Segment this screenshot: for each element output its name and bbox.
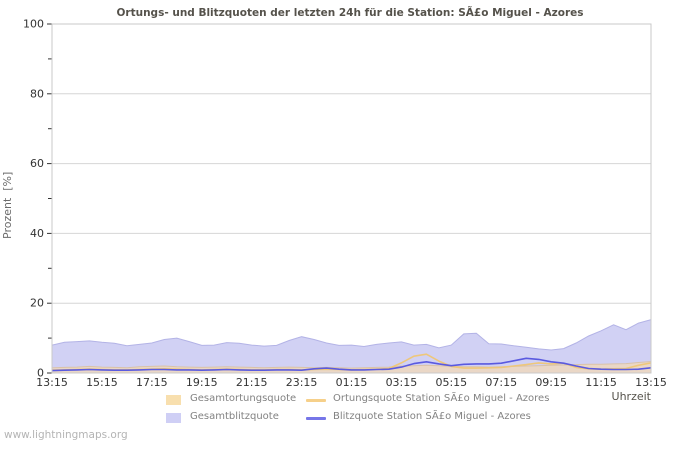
y-tick-label: 80 [30, 87, 44, 100]
x-tick-label: 19:15 [186, 376, 218, 389]
x-axis-title: Uhrzeit [611, 390, 651, 403]
x-tick-label: 13:15 [635, 376, 667, 389]
legend-swatch-ortungsquote-station [306, 399, 326, 402]
plot-border [51, 23, 652, 374]
x-tick-label: 17:15 [136, 376, 168, 389]
legend-swatch-gesamtblitzquote [166, 413, 181, 423]
x-tick-label: 23:15 [286, 376, 318, 389]
x-tick-label: 21:15 [236, 376, 268, 389]
x-tick-label: 05:15 [435, 376, 467, 389]
series-area-1 [51, 318, 652, 374]
x-tick-label: 03:15 [386, 376, 418, 389]
x-tick-label: 13:15 [36, 376, 68, 389]
watermark-link[interactable]: www.lightningmaps.org [4, 429, 128, 441]
legend-label-gesamtblitzquote: Gesamtblitzquote [190, 411, 279, 422]
y-tick-label: 100 [23, 18, 44, 31]
y-tick-label: 20 [30, 297, 44, 310]
y-tick-label: 0 [37, 367, 44, 380]
y-axis-title: Prozent [%] [1, 171, 14, 239]
series-line-4 [51, 357, 652, 372]
x-tick-label: 01:15 [336, 376, 368, 389]
legend-label-ortungsquote-station: Ortungsquote Station SÃ£o Miguel - Azore… [333, 393, 550, 404]
legend-label-blitzquote-station: Blitzquote Station SÃ£o Miguel - Azores [333, 411, 531, 422]
x-tick-label: 07:15 [485, 376, 517, 389]
x-tick-label: 09:15 [535, 376, 567, 389]
y-tick-label: 40 [30, 227, 44, 240]
legend-swatch-gesamtortungsquote [166, 395, 181, 405]
y-tick-label: 60 [30, 157, 44, 170]
legend-swatch-blitzquote-station [306, 417, 326, 420]
x-tick-label: 15:15 [86, 376, 118, 389]
chart-title: Ortungs- und Blitzquoten der letzten 24h… [116, 7, 584, 19]
x-tick-label: 11:15 [585, 376, 617, 389]
legend-label-gesamtortungsquote: Gesamtortungsquote [190, 393, 297, 404]
